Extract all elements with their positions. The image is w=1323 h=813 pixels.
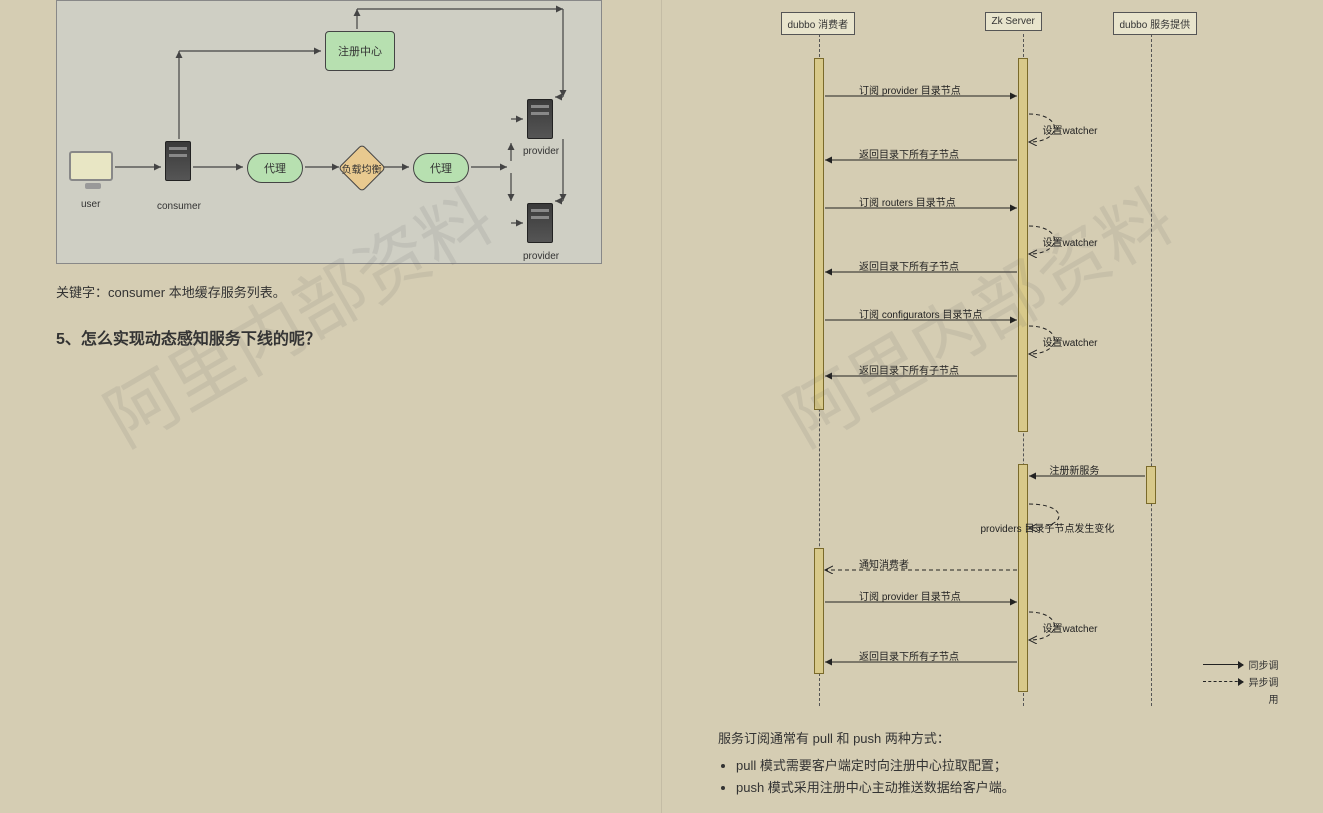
seq-msg: 返回目录下所有子节点: [859, 258, 959, 273]
seq-self-msg: providers 目录子节点发生变化: [981, 520, 1115, 535]
seq-self-msg: 设置watcher: [1043, 620, 1098, 635]
pull-push-list: pull 模式需要客户端定时向注册中心拉取配置； push 模式采用注册中心主动…: [736, 755, 1267, 796]
user-monitor-icon: [69, 151, 113, 181]
list-item: pull 模式需要客户端定时向注册中心拉取配置；: [736, 755, 1267, 774]
legend-async2: 用: [1269, 691, 1279, 706]
seq-msg: 通知消费者: [859, 556, 909, 571]
lifeline-head-zk: Zk Server: [985, 12, 1042, 31]
seq-msg: 注册新服务: [1049, 462, 1099, 477]
lifeline-head-provider: dubbo 服务提供: [1113, 12, 1198, 35]
pull-push-intro: 服务订阅通常有 pull 和 push 两种方式：: [718, 728, 1267, 747]
proxy1-label: 代理: [264, 160, 286, 176]
registry-label: 注册中心: [338, 43, 382, 59]
consumer-server-icon: [165, 141, 191, 181]
lifeline-provider: [1151, 34, 1152, 706]
activation-bar: [1018, 58, 1028, 432]
consumer-label: consumer: [157, 201, 201, 212]
proxy2-node: 代理: [413, 153, 469, 183]
section-5-heading: 5、怎么实现动态感知服务下线的呢？: [56, 325, 661, 349]
list-item: push 模式采用注册中心主动推送数据给客户端。: [736, 777, 1267, 796]
activation-bar: [814, 548, 824, 674]
sequence-legend: 同步调 异步调 用: [1203, 655, 1279, 708]
provider2-server-icon: [527, 203, 553, 243]
legend-async1: 异步调: [1249, 674, 1279, 689]
provider1-server-icon: [527, 99, 553, 139]
seq-self-msg: 设置watcher: [1043, 334, 1098, 349]
seq-msg: 订阅 provider 目录节点: [859, 82, 961, 97]
activation-bar: [1146, 466, 1156, 504]
architecture-flowchart: 注册中心 代理 负载均衡 代理 user consumer provider p…: [56, 0, 602, 264]
activation-bar: [1018, 464, 1028, 692]
loadbalance-node: 负载均衡: [338, 144, 386, 192]
sequence-diagram: dubbo 消费者 Zk Server dubbo 服务提供订阅 provider …: [713, 12, 1273, 714]
seq-msg: 返回目录下所有子节点: [859, 146, 959, 161]
user-label: user: [81, 199, 100, 210]
seq-self-msg: 设置watcher: [1043, 234, 1098, 249]
proxy1-node: 代理: [247, 153, 303, 183]
seq-msg: 订阅 routers 目录节点: [859, 194, 956, 209]
activation-bar: [814, 58, 824, 410]
keyword-text: 关键字：consumer 本地缓存服务列表。: [56, 282, 661, 301]
sequence-arrows-svg: [713, 12, 1273, 714]
lifeline-head-consumer: dubbo 消费者: [781, 12, 856, 35]
proxy2-label: 代理: [430, 160, 452, 176]
seq-self-msg: 设置watcher: [1043, 122, 1098, 137]
seq-msg: 返回目录下所有子节点: [859, 648, 959, 663]
loadbalance-label: 负载均衡: [342, 161, 382, 176]
seq-msg: 订阅 configurators 目录节点: [859, 306, 982, 321]
seq-msg: 订阅 provider 目录节点: [859, 588, 961, 603]
provider2-label: provider: [523, 251, 559, 262]
left-column: 注册中心 代理 负载均衡 代理 user consumer provider p…: [0, 0, 661, 813]
right-column: dubbo 消费者 Zk Server dubbo 服务提供订阅 provider …: [661, 0, 1323, 813]
legend-sync: 同步调: [1249, 657, 1279, 672]
provider1-label: provider: [523, 146, 559, 157]
registry-node: 注册中心: [325, 31, 395, 71]
seq-msg: 返回目录下所有子节点: [859, 362, 959, 377]
